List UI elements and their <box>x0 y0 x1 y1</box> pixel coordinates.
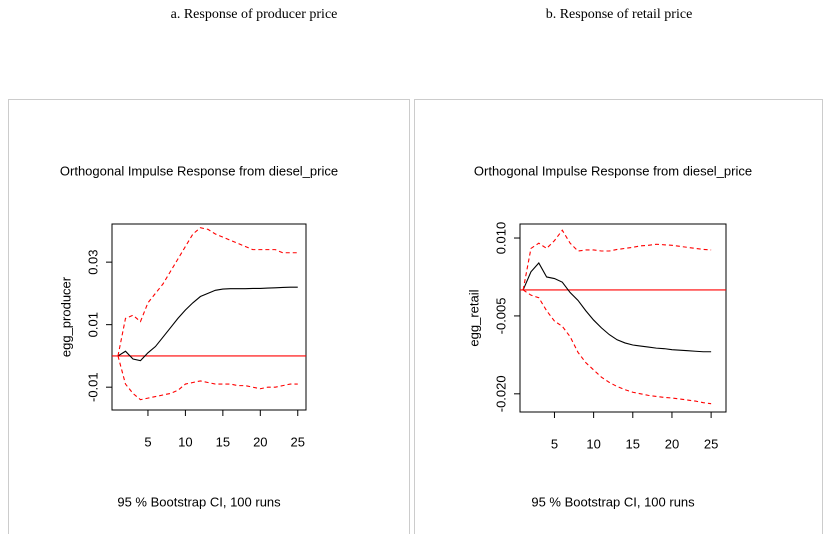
irf-line <box>522 262 712 353</box>
y-axis-label: egg_producer <box>58 276 73 357</box>
irf-line <box>117 286 298 362</box>
x-tick-label: 10 <box>178 434 192 449</box>
x-tick-label: 15 <box>626 436 640 451</box>
irf-line <box>117 355 298 401</box>
chart-title: Orthogonal Impulse Response from diesel_… <box>474 163 752 178</box>
plot-frame <box>111 223 307 411</box>
y-tick-label: 0.010 <box>493 222 508 255</box>
x-tick-label: 25 <box>291 434 305 449</box>
x-tick-label: 5 <box>551 436 558 451</box>
x-tick-label: 10 <box>586 436 600 451</box>
x-tick-label: 20 <box>253 434 267 449</box>
y-tick-label: -0.005 <box>493 297 508 334</box>
y-tick-label: -0.020 <box>493 375 508 412</box>
x-tick-label: 25 <box>704 436 718 451</box>
irf-line <box>522 229 712 291</box>
x-tick-label: 20 <box>665 436 679 451</box>
y-tick-label: 0.01 <box>85 312 100 337</box>
panel-frame <box>8 99 410 534</box>
y-tick-label: 0.03 <box>85 249 100 274</box>
irf-line <box>117 227 298 357</box>
y-axis-label: egg_retail <box>466 289 481 346</box>
chart-title: Orthogonal Impulse Response from diesel_… <box>60 163 338 178</box>
y-tick-label: -0.01 <box>85 372 100 402</box>
x-axis-label: 95 % Bootstrap CI, 100 runs <box>117 494 281 509</box>
x-tick-label: 5 <box>144 434 151 449</box>
panel-caption: a. Response of producer price <box>171 7 338 22</box>
irf-line <box>522 289 712 405</box>
plot-frame <box>519 223 727 413</box>
panel-frame <box>414 99 823 534</box>
x-tick-label: 15 <box>216 434 230 449</box>
panel-caption: b. Response of retail price <box>546 7 693 22</box>
x-axis-label: 95 % Bootstrap CI, 100 runs <box>531 494 695 509</box>
